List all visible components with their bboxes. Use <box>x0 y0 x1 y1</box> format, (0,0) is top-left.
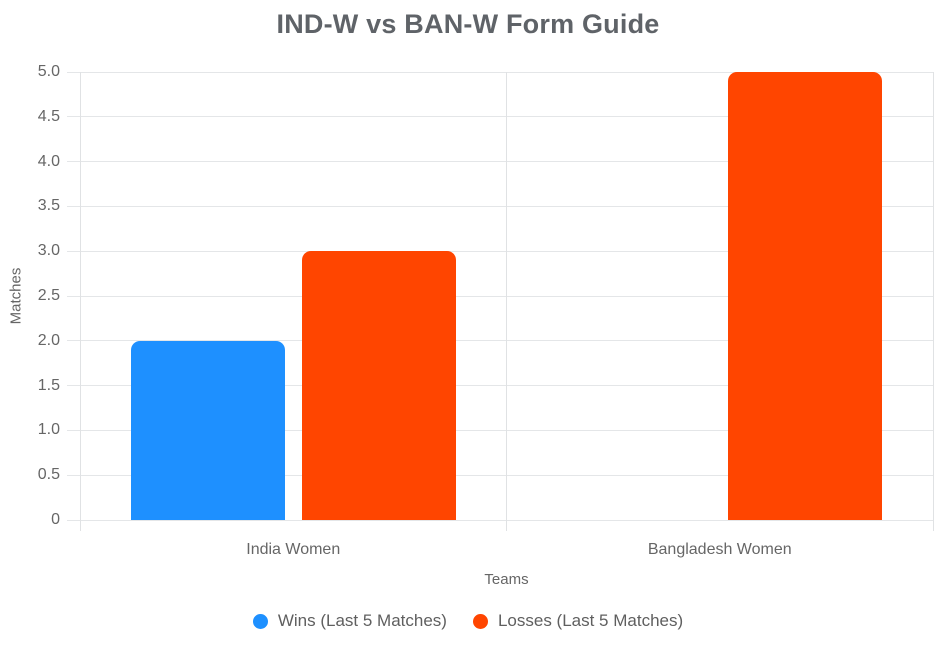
legend-dot-icon <box>472 613 488 629</box>
category-separator <box>506 72 507 531</box>
legend-item-losses[interactable]: Losses (Last 5 Matches) <box>472 608 684 634</box>
chart-title: IND-W vs BAN-W Form Guide <box>276 9 660 39</box>
bar-india-women-wins[interactable] <box>130 340 285 520</box>
y-tick-mark <box>67 205 80 207</box>
legend-item-wins[interactable]: Wins (Last 5 Matches) <box>252 608 447 634</box>
legend: Wins (Last 5 Matches) Losses (Last 5 Matc… <box>0 608 936 634</box>
y-tick-label: 1.0 <box>37 421 60 439</box>
y-tick-mark <box>67 429 80 431</box>
y-tick-mark <box>67 340 80 342</box>
y-tick-mark <box>67 385 80 387</box>
x-tick-label-bangladesh-women: Bangladesh Women <box>647 541 792 558</box>
y-tick-mark <box>67 295 80 297</box>
y-tick-label: 3.0 <box>37 242 60 260</box>
y-tick-label: 1.5 <box>37 376 60 394</box>
y-tick-label: 2.0 <box>37 331 60 349</box>
y-tick-mark <box>67 71 80 73</box>
legend-label: Losses (Last 5 Matches) <box>497 611 684 630</box>
y-tick-mark <box>67 250 80 252</box>
x-axis-title: Teams <box>484 571 529 588</box>
y-tick-mark <box>67 474 80 476</box>
plot-right-edge <box>932 72 934 531</box>
y-tick-label: 4.5 <box>37 107 60 125</box>
y-axis-title: Matches <box>7 267 25 325</box>
y-tick-mark <box>67 519 80 521</box>
legend-dot-icon <box>252 613 268 629</box>
y-tick-label: 2.5 <box>37 287 60 304</box>
y-tick-label: 0 <box>51 511 60 528</box>
y-axis-line <box>79 72 81 531</box>
x-tick-label-india-women: India Women <box>246 541 341 558</box>
legend-label: Wins (Last 5 Matches) <box>277 611 447 630</box>
bar-india-women-losses[interactable] <box>301 251 456 520</box>
bar-bangladesh-women-losses[interactable] <box>728 72 883 520</box>
y-tick-label: 5.0 <box>37 63 60 80</box>
y-tick-label: 3.5 <box>37 197 60 215</box>
y-tick-mark <box>67 161 80 163</box>
y-tick-mark <box>67 116 80 118</box>
y-tick-label: 0.5 <box>37 466 60 484</box>
y-tick-label: 4.0 <box>37 152 60 170</box>
